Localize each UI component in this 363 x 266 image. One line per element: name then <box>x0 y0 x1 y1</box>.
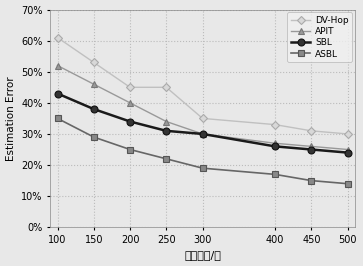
Legend: DV-Hop, APIT, SBL, ASBL: DV-Hop, APIT, SBL, ASBL <box>287 12 352 62</box>
DV-Hop <box>91 61 96 64</box>
DV-Hop <box>346 132 350 136</box>
ASBL <box>55 117 60 120</box>
APIT <box>55 64 60 67</box>
SBL <box>55 92 60 95</box>
ASBL <box>200 167 205 170</box>
APIT <box>128 101 132 105</box>
ASBL <box>164 157 168 160</box>
SBL <box>273 145 277 148</box>
DV-Hop <box>164 86 168 89</box>
DV-Hop <box>55 36 60 39</box>
SBL <box>91 107 96 111</box>
DV-Hop <box>273 123 277 126</box>
ASBL <box>309 179 314 182</box>
ASBL <box>128 148 132 151</box>
Line: ASBL: ASBL <box>54 115 351 187</box>
DV-Hop <box>309 129 314 132</box>
DV-Hop <box>200 117 205 120</box>
APIT <box>346 148 350 151</box>
ASBL <box>273 173 277 176</box>
Line: DV-Hop: DV-Hop <box>55 35 350 137</box>
SBL <box>164 129 168 132</box>
SBL <box>346 151 350 154</box>
APIT <box>309 145 314 148</box>
Y-axis label: Estimation Error: Estimation Error <box>5 76 16 161</box>
APIT <box>91 83 96 86</box>
ASBL <box>346 182 350 185</box>
X-axis label: 节点总数/个: 节点总数/个 <box>184 251 221 260</box>
DV-Hop <box>128 86 132 89</box>
APIT <box>200 132 205 136</box>
APIT <box>273 142 277 145</box>
SBL <box>309 148 314 151</box>
Line: APIT: APIT <box>54 62 351 153</box>
SBL <box>128 120 132 123</box>
ASBL <box>91 135 96 139</box>
Line: SBL: SBL <box>54 90 351 156</box>
SBL <box>200 132 205 136</box>
APIT <box>164 120 168 123</box>
